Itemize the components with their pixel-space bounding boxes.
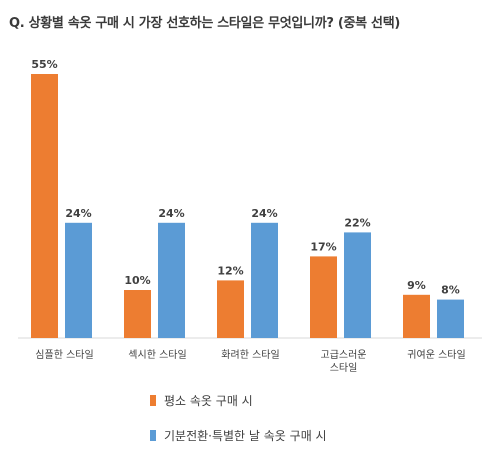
bar-s2-c2 [158,222,185,338]
category-label-3: 화려한 스타일 [221,349,279,361]
bar-s1-c3 [217,280,244,338]
chart-title: Q. 상황별 속옷 구매 시 가장 선호하는 스타일은 무엇입니까? (중복 선… [9,16,400,31]
category-label-4-line-2: 스타일 [330,362,358,374]
value-label-s2-c2: 24% [158,207,184,220]
value-label-s1-c5: 9% [407,279,426,292]
bar-s1-c5 [403,294,430,338]
value-labels-group: 55% 24% 10% 24% 12% 24% 17% 22% 9% 8% [31,58,460,297]
bar-s1-c1 [31,74,58,338]
value-label-s1-c1: 55% [31,58,57,71]
bar-s2-c1 [65,222,92,338]
value-label-s1-c2: 10% [124,274,150,287]
bar-s2-c4 [344,232,371,338]
bars-group [31,74,464,338]
value-label-s1-c4: 17% [310,240,336,253]
category-label-1: 심플한 스타일 [35,349,93,361]
bar-s1-c4 [310,256,337,338]
value-label-s2-c3: 24% [251,207,277,220]
bar-s1-c2 [124,290,151,338]
bar-s2-c3 [251,222,278,338]
value-label-s2-c4: 22% [344,216,370,229]
category-label-4-line-1: 고급스러운 [321,349,367,361]
category-label-2: 섹시한 스타일 [128,349,186,361]
legend-label-series-2: 기분전환·특별한 날 속옷 구매 시 [164,429,327,443]
legend-swatch-series-1 [150,395,156,406]
legend-label-series-1: 평소 속옷 구매 시 [164,394,253,408]
bar-s2-c5 [437,299,464,338]
category-label-5: 귀여운 스타일 [407,349,465,361]
legend-swatch-series-2 [150,430,156,441]
value-label-s2-c5: 8% [441,284,460,297]
value-label-s2-c1: 24% [65,207,91,220]
value-label-s1-c3: 12% [217,264,243,277]
